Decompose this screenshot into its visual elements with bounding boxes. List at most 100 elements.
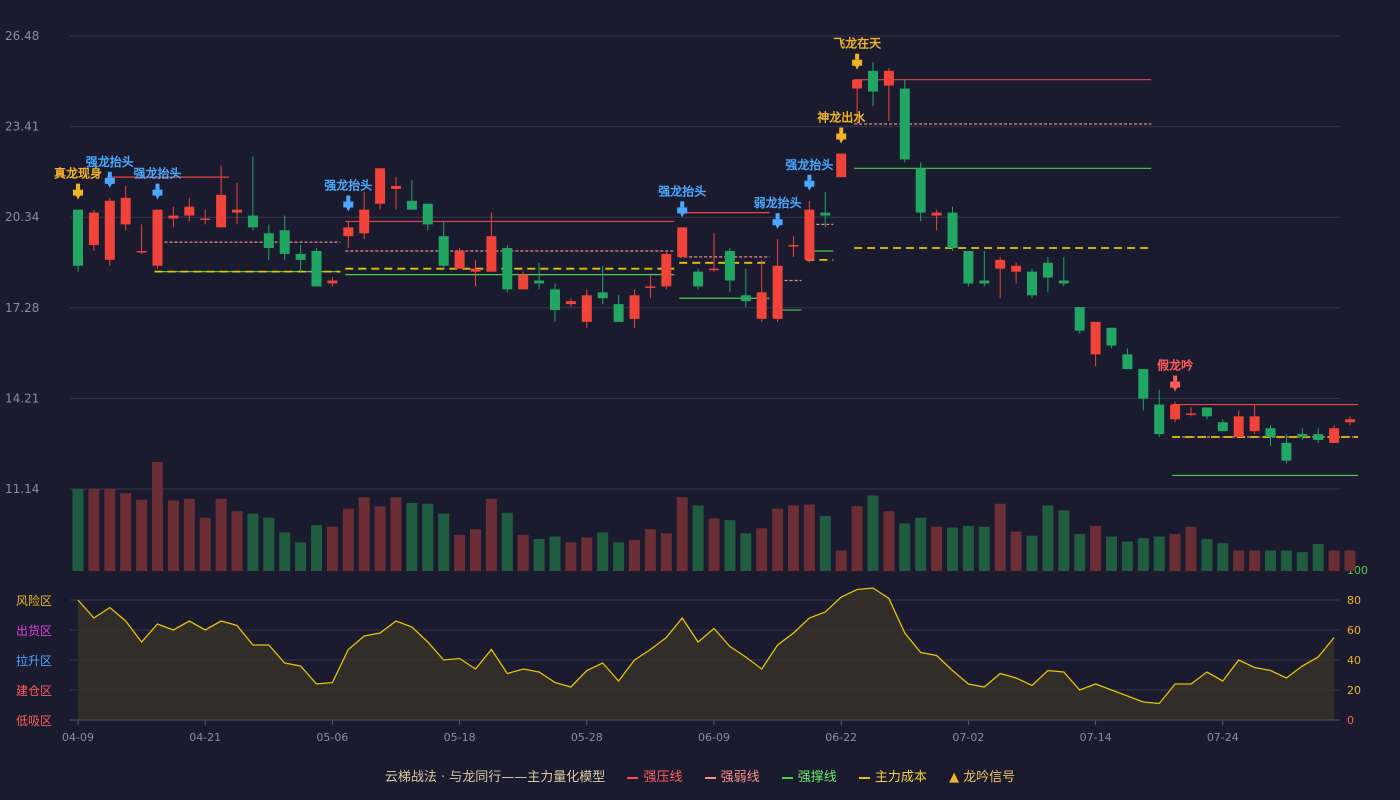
legend-signal-icon: ▲: [949, 770, 960, 785]
volume-bar: [263, 517, 275, 571]
candle-body: [1027, 271, 1037, 296]
volume-bar: [390, 497, 402, 571]
candle-body: [200, 218, 211, 220]
price-tick-label: 14.21: [5, 391, 39, 405]
zone-label: 拉升区: [16, 653, 52, 668]
candle-body: [104, 200, 115, 260]
signal-label: 强龙抬头: [86, 154, 134, 169]
signal-arrow: [804, 180, 815, 191]
candle-body: [136, 250, 147, 253]
signal-arrow: [677, 207, 688, 218]
candle-body: [518, 274, 529, 290]
volume-bar: [676, 497, 688, 571]
candle-body: [756, 292, 767, 319]
legend-cost-swatch: [858, 776, 870, 779]
candle-body: [470, 268, 481, 272]
candle-body: [88, 212, 99, 246]
legend-support-swatch: [781, 776, 793, 779]
volume-bar: [136, 499, 148, 571]
candle-body: [677, 227, 688, 257]
volume-bar: [724, 520, 736, 571]
candle-body: [899, 88, 910, 160]
volume-bar: [215, 498, 227, 571]
volume-bar: [88, 489, 100, 571]
volume-bar: [1344, 550, 1356, 571]
zone-label: 低吸区: [16, 714, 52, 728]
x-tick-label: 07-02: [952, 731, 984, 744]
candle-body: [263, 233, 274, 249]
candle-body: [1122, 354, 1133, 370]
candle-body: [1058, 280, 1069, 284]
indicator-tick-label: 40: [1347, 654, 1361, 667]
volume-bar: [438, 513, 450, 571]
volume-bar: [565, 542, 577, 571]
indicator-tick-label: 80: [1347, 594, 1361, 607]
zone-label: 出货区: [16, 623, 52, 638]
legend-weak-label: 强弱线: [720, 770, 760, 785]
legend-pressure-swatch: [627, 776, 639, 779]
legend-weak: 强弱线: [704, 770, 760, 785]
candle-body: [1249, 416, 1260, 432]
volume-bar: [1169, 534, 1181, 571]
candle-body: [1233, 416, 1244, 438]
price-tick-label: 23.41: [5, 120, 39, 134]
volume-bar: [978, 526, 990, 571]
candle-body: [1074, 307, 1085, 331]
candle-body: [406, 200, 417, 210]
signal-arrow-stem: [775, 213, 780, 220]
candle-body: [1138, 369, 1149, 399]
legend-pressure-label: 强压线: [643, 770, 683, 785]
indicator-tick-label: 0: [1347, 714, 1354, 727]
candle-body: [168, 215, 179, 219]
volume-bar: [947, 527, 958, 571]
price-tick-label: 11.14: [5, 482, 39, 496]
candle-body: [1313, 434, 1324, 440]
volume-bar: [406, 502, 418, 571]
volume-bar: [1026, 535, 1038, 571]
volume-bar: [358, 497, 370, 571]
signal-arrow-stem: [855, 53, 860, 60]
volume-bar: [342, 508, 354, 571]
candle-body: [788, 245, 799, 247]
chart-legend: 云梯战法 · 与龙同行——主力量化模型 强压线 强弱线 强撑线 主力成本 ▲ 龙吟…: [0, 766, 1400, 785]
candle-body: [152, 209, 163, 266]
signal-arrow: [343, 201, 354, 212]
volume-bar: [470, 529, 481, 571]
volume-bar: [899, 523, 911, 571]
legend-title: 云梯战法 · 与龙同行——主力量化模型: [384, 770, 606, 785]
signal-arrow-stem: [1173, 375, 1178, 382]
volume-bar: [183, 498, 195, 571]
volume-bar: [1137, 538, 1149, 571]
volume-bar: [247, 513, 259, 571]
candle-body: [629, 295, 640, 319]
volume-bar: [883, 511, 895, 571]
candle-body: [1297, 434, 1308, 438]
x-tick-label: 04-21: [189, 731, 221, 744]
volume-bar: [835, 550, 847, 571]
volume-bar: [501, 512, 513, 571]
volume-bar: [533, 539, 545, 571]
candle-body: [995, 259, 1006, 269]
signal-label: 强龙抬头: [785, 157, 833, 172]
x-tick-label: 07-14: [1080, 731, 1112, 744]
legend-signal: ▲ 龙吟信号: [949, 770, 1015, 785]
signal-arrow-stem: [76, 183, 80, 190]
volume-bar: [756, 528, 768, 571]
zone-label: 风险区: [16, 593, 52, 608]
volume-bar: [994, 503, 1006, 571]
signal-arrow-stem: [107, 171, 112, 178]
signal-arrow: [104, 177, 115, 188]
candle-body: [772, 265, 783, 319]
signal-arrow: [73, 189, 83, 200]
volume-bar: [422, 503, 434, 571]
candle-body: [247, 215, 258, 228]
candle-body: [1170, 404, 1181, 420]
volume-bar: [1296, 552, 1308, 571]
volume-bar: [231, 511, 243, 571]
volume-bar: [1121, 541, 1133, 571]
price-tick-label: 26.48: [5, 29, 39, 43]
price-tick-label: 20.34: [5, 210, 39, 224]
candle-body: [73, 209, 83, 266]
candle-body: [454, 250, 465, 269]
